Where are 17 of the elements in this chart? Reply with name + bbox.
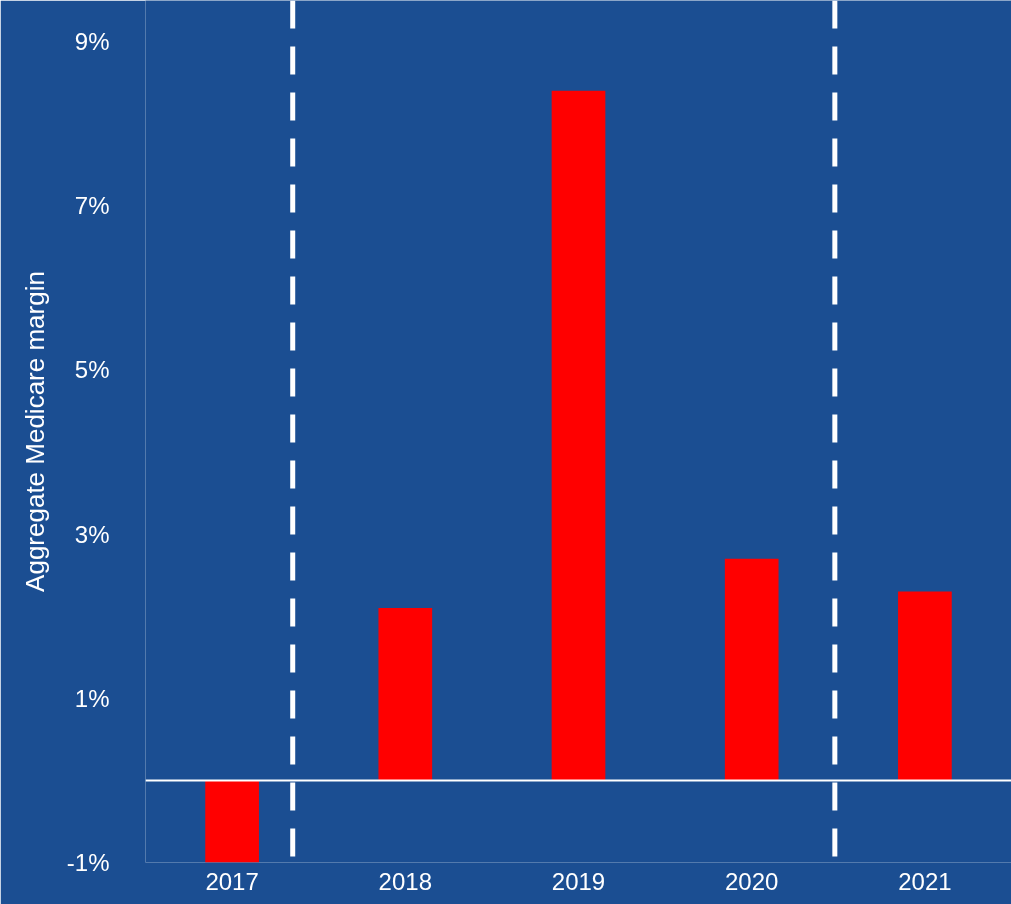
bar — [724, 558, 779, 781]
x-tick-label: 2021 — [898, 867, 952, 895]
bar — [378, 608, 433, 781]
y-tick-label: 9% — [74, 28, 110, 56]
bar — [551, 90, 606, 781]
y-tick-label: 3% — [74, 520, 110, 548]
y-tick-label: 7% — [74, 192, 110, 220]
y-tick-label: 1% — [74, 684, 110, 712]
bar — [205, 780, 259, 863]
x-tick-label: 2017 — [205, 867, 259, 895]
y-axis-title: Aggregate Medicare margin — [19, 271, 50, 592]
bar — [898, 591, 952, 781]
y-tick-label: 5% — [74, 356, 110, 384]
x-tick-label: 2018 — [378, 867, 432, 895]
x-tick-label: 2020 — [725, 867, 779, 895]
x-tick-label: 2019 — [551, 867, 606, 895]
y-tick-label: -1% — [66, 849, 110, 876]
